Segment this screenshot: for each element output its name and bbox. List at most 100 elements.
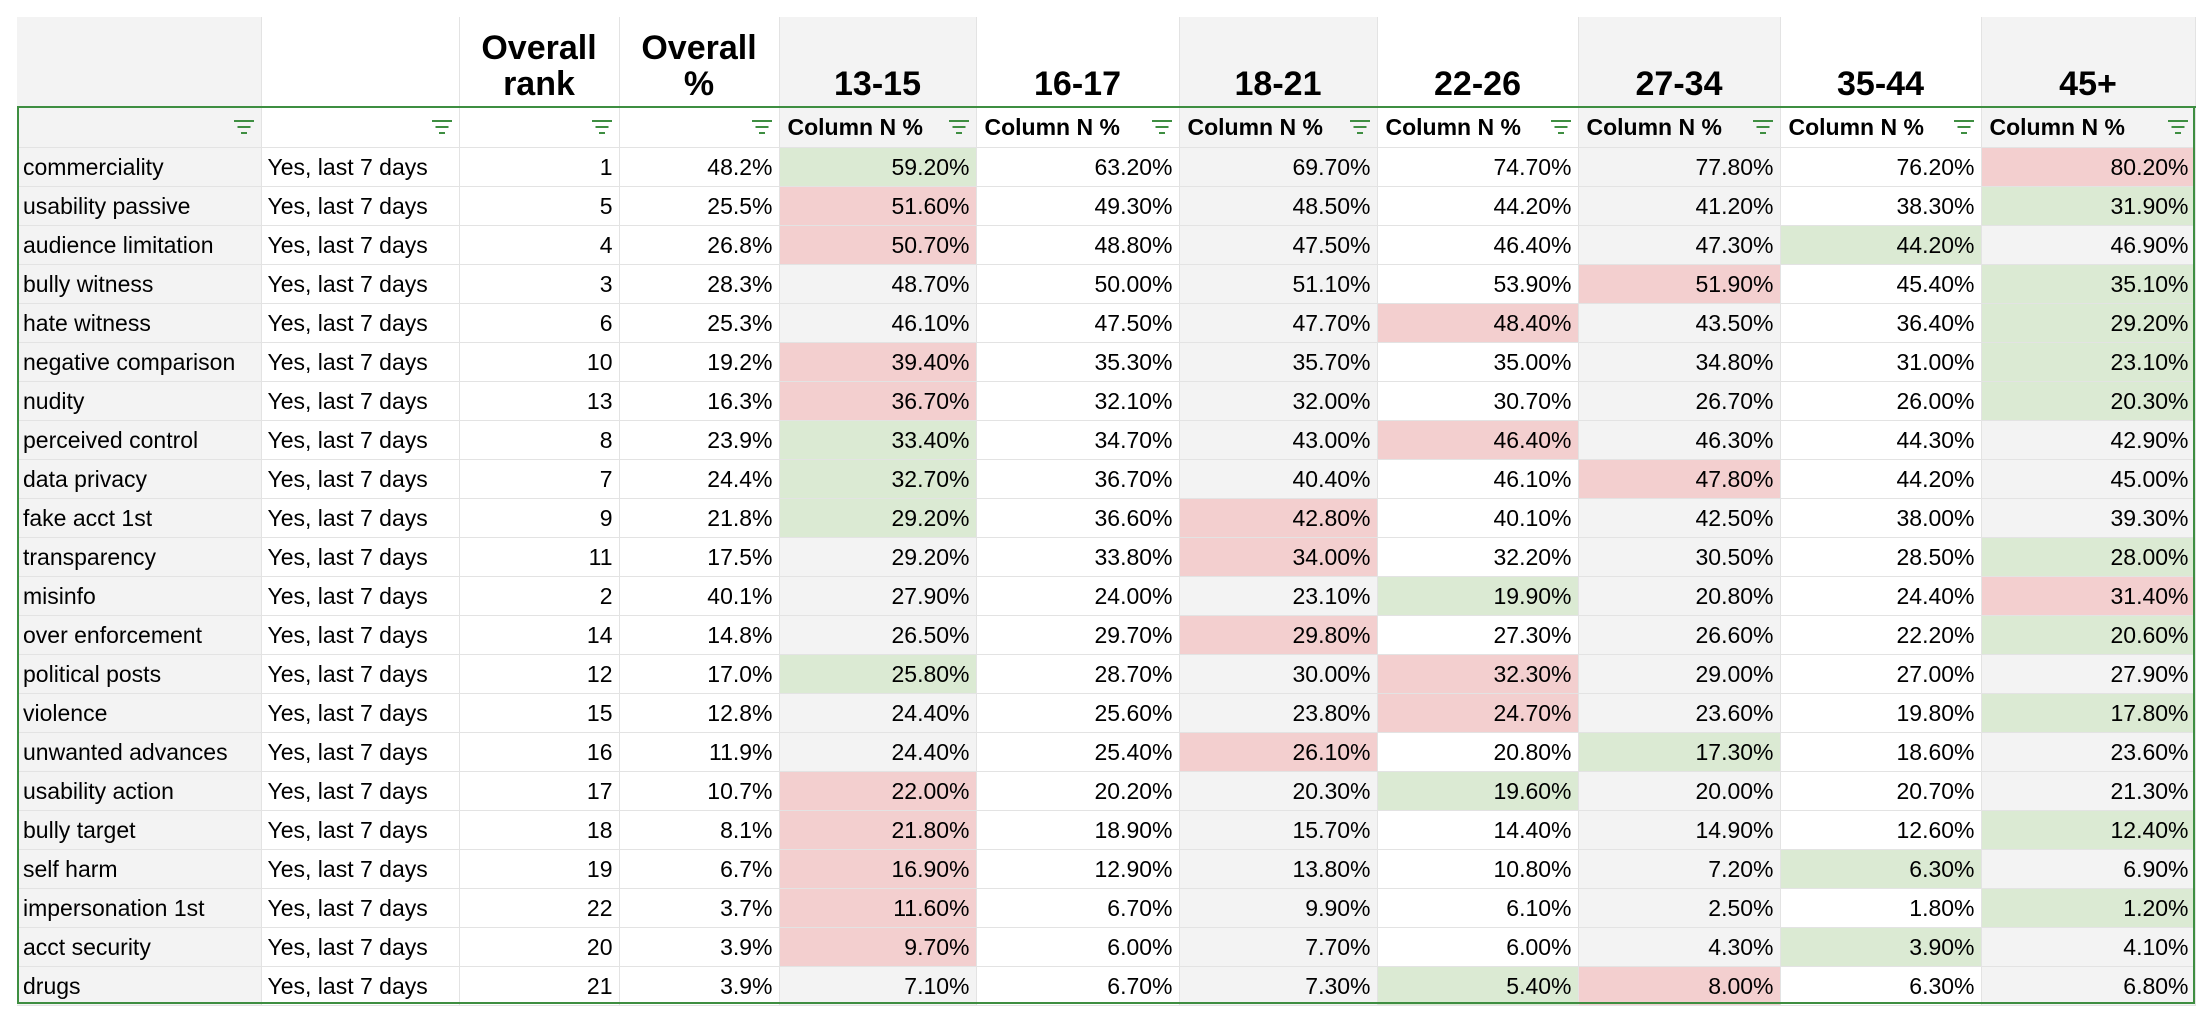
table-cell[interactable]: 69.70% [1179, 147, 1378, 187]
table-cell[interactable]: 36.70% [779, 381, 977, 421]
table-cell[interactable]: 25.60% [976, 693, 1180, 733]
table-cell[interactable]: 22.00% [779, 771, 977, 811]
table-cell[interactable]: Yes, last 7 days [261, 537, 460, 577]
table-cell[interactable]: 30.50% [1578, 537, 1781, 577]
table-cell[interactable]: 51.10% [1179, 264, 1378, 304]
table-cell[interactable]: 46.10% [1377, 459, 1579, 499]
table-cell[interactable]: Yes, last 7 days [261, 771, 460, 811]
table-cell[interactable]: 17.5% [619, 537, 780, 577]
table-cell[interactable]: 39.40% [779, 342, 977, 382]
table-cell[interactable]: 46.40% [1377, 225, 1579, 265]
table-cell[interactable]: 12.60% [1780, 810, 1982, 850]
table-cell[interactable]: 17.80% [1981, 693, 2196, 733]
table-cell[interactable]: 28.70% [976, 654, 1180, 694]
table-cell[interactable]: 23.9% [619, 420, 780, 460]
table-cell[interactable]: 5.40% [1377, 966, 1579, 1006]
table-cell[interactable]: 35.00% [1377, 342, 1579, 382]
table-cell[interactable]: 24.00% [976, 576, 1180, 616]
table-cell[interactable]: 40.1% [619, 576, 780, 616]
row-label-cell[interactable]: audience limitation [17, 225, 262, 265]
table-cell[interactable]: 19 [459, 849, 620, 889]
table-cell[interactable]: 26.50% [779, 615, 977, 655]
table-cell[interactable]: 19.80% [1780, 693, 1982, 733]
table-cell[interactable]: 32.10% [976, 381, 1180, 421]
column-header-2[interactable]: Overall rank [459, 17, 620, 108]
table-cell[interactable]: 48.2% [619, 147, 780, 187]
table-cell[interactable]: 36.60% [976, 498, 1180, 538]
table-cell[interactable]: 23.60% [1981, 732, 2196, 772]
column-header-9[interactable]: 35-44 [1780, 17, 1982, 108]
table-cell[interactable]: 24.40% [779, 693, 977, 733]
table-cell[interactable]: 25.5% [619, 186, 780, 226]
table-cell[interactable]: 49.30% [976, 186, 1180, 226]
table-cell[interactable]: 74.70% [1377, 147, 1579, 187]
table-cell[interactable]: Yes, last 7 days [261, 576, 460, 616]
table-cell[interactable]: 16 [459, 732, 620, 772]
column-header-8[interactable]: 27-34 [1578, 17, 1781, 108]
row-label-cell[interactable]: violence [17, 693, 262, 733]
table-cell[interactable]: Yes, last 7 days [261, 381, 460, 421]
table-cell[interactable]: 1 [459, 147, 620, 187]
table-cell[interactable]: 44.20% [1780, 459, 1982, 499]
table-cell[interactable]: 19.60% [1377, 771, 1579, 811]
table-cell[interactable]: 5 [459, 186, 620, 226]
table-cell[interactable]: Yes, last 7 days [261, 654, 460, 694]
table-cell[interactable]: 34.70% [976, 420, 1180, 460]
table-cell[interactable]: 41.20% [1578, 186, 1781, 226]
table-cell[interactable]: 29.80% [1179, 615, 1378, 655]
table-cell[interactable]: 34.80% [1578, 342, 1781, 382]
table-cell[interactable]: 30.70% [1377, 381, 1579, 421]
table-cell[interactable]: 25.80% [779, 654, 977, 694]
table-cell[interactable]: 20.80% [1578, 576, 1781, 616]
table-cell[interactable]: 10.7% [619, 771, 780, 811]
row-label-cell[interactable]: over enforcement [17, 615, 262, 655]
table-cell[interactable]: 9 [459, 498, 620, 538]
filter-icon[interactable] [1550, 118, 1572, 136]
table-cell[interactable]: 20.30% [1179, 771, 1378, 811]
table-cell[interactable]: 16.3% [619, 381, 780, 421]
table-cell[interactable]: 34.00% [1179, 537, 1378, 577]
table-cell[interactable]: 21.80% [779, 810, 977, 850]
column-header-4[interactable]: 13-15 [779, 17, 977, 108]
table-cell[interactable]: 29.70% [976, 615, 1180, 655]
table-cell[interactable]: 39.30% [1981, 498, 2196, 538]
filter-icon[interactable] [431, 118, 453, 136]
table-cell[interactable]: 10 [459, 342, 620, 382]
table-cell[interactable]: 43.00% [1179, 420, 1378, 460]
table-cell[interactable]: 48.70% [779, 264, 977, 304]
table-cell[interactable]: 35.10% [1981, 264, 2196, 304]
table-cell[interactable]: 63.20% [976, 147, 1180, 187]
table-cell[interactable]: 6.00% [976, 927, 1180, 967]
table-cell[interactable]: 31.40% [1981, 576, 2196, 616]
table-cell[interactable]: 16.90% [779, 849, 977, 889]
table-cell[interactable]: 51.60% [779, 186, 977, 226]
table-cell[interactable]: 53.90% [1377, 264, 1579, 304]
table-cell[interactable]: 24.40% [779, 732, 977, 772]
row-label-cell[interactable]: political posts [17, 654, 262, 694]
table-cell[interactable]: 6.90% [1981, 849, 2196, 889]
table-cell[interactable]: 31.00% [1780, 342, 1982, 382]
table-cell[interactable]: 33.40% [779, 420, 977, 460]
table-cell[interactable]: Yes, last 7 days [261, 225, 460, 265]
table-cell[interactable]: 32.00% [1179, 381, 1378, 421]
row-label-cell[interactable]: commerciality [17, 147, 262, 187]
table-cell[interactable]: 26.10% [1179, 732, 1378, 772]
column-header-1[interactable] [261, 17, 460, 108]
table-cell[interactable]: 7 [459, 459, 620, 499]
table-cell[interactable]: 6.00% [1377, 927, 1579, 967]
table-cell[interactable]: 48.50% [1179, 186, 1378, 226]
table-cell[interactable]: 20 [459, 927, 620, 967]
table-cell[interactable]: 8.1% [619, 810, 780, 850]
table-cell[interactable]: 45.40% [1780, 264, 1982, 304]
table-cell[interactable]: 22 [459, 888, 620, 928]
table-cell[interactable]: 48.40% [1377, 303, 1579, 343]
table-cell[interactable]: 21.30% [1981, 771, 2196, 811]
table-cell[interactable]: 38.30% [1780, 186, 1982, 226]
table-cell[interactable]: 2.50% [1578, 888, 1781, 928]
table-cell[interactable]: 8.00% [1578, 966, 1781, 1006]
table-cell[interactable]: 29.20% [1981, 303, 2196, 343]
table-cell[interactable]: 19.2% [619, 342, 780, 382]
table-cell[interactable]: Yes, last 7 days [261, 420, 460, 460]
table-cell[interactable]: 32.70% [779, 459, 977, 499]
column-header-3[interactable]: Overall% [619, 17, 780, 108]
